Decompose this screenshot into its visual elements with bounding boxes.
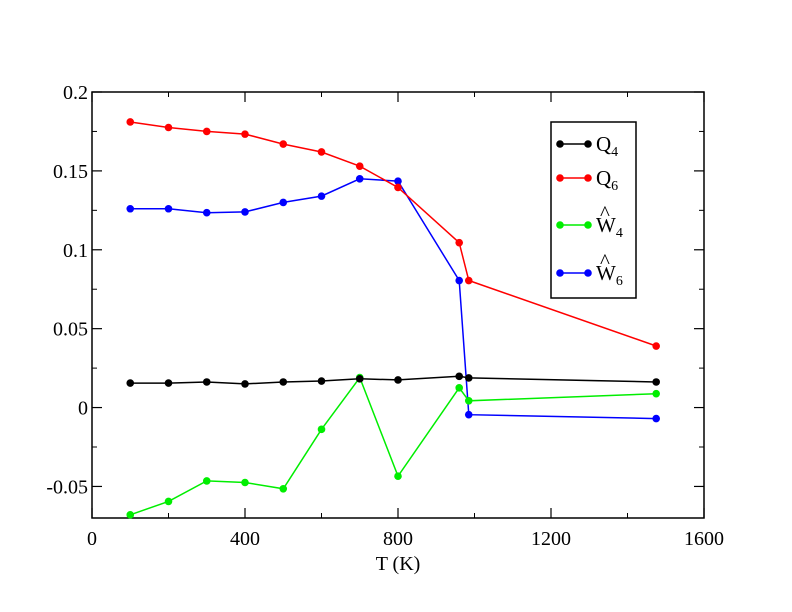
data-point-q6: [317, 148, 326, 156]
legend-swatch-marker: [584, 140, 592, 148]
data-point-w6: [126, 204, 135, 213]
series-line-w4: [130, 376, 657, 516]
legend-hat: ^: [600, 201, 610, 225]
series-w6: [126, 174, 660, 423]
legend-swatch-marker: [584, 269, 592, 277]
data-point-q6: [241, 130, 249, 138]
legend-swatch-marker: [556, 140, 564, 148]
data-point-w4: [455, 384, 464, 392]
data-point-w4: [279, 485, 288, 493]
data-point-w6: [394, 177, 402, 185]
x-tick-label: 1200: [531, 528, 571, 550]
legend-label-subscript: 6: [611, 179, 618, 194]
data-point-w4: [464, 396, 473, 405]
data-point-q4: [317, 377, 326, 385]
legend-label-subscript: 4: [616, 226, 623, 241]
x-tick-label: 1600: [684, 528, 724, 550]
data-point-q6: [126, 118, 135, 126]
series-w4: [126, 373, 660, 519]
data-point-q6: [355, 162, 364, 170]
y-tick-label: 0: [78, 398, 88, 420]
data-point-q4: [464, 374, 473, 382]
legend-swatch-marker: [556, 174, 564, 182]
x-tick-label: 800: [383, 528, 413, 550]
data-point-w6: [455, 276, 464, 285]
data-point-q4: [164, 379, 173, 387]
data-point-w4: [241, 478, 249, 487]
data-point-w6: [279, 198, 288, 207]
data-point-q4: [455, 372, 464, 381]
data-point-w6: [652, 414, 660, 423]
data-point-q4: [652, 378, 660, 386]
data-point-w6: [317, 192, 326, 200]
data-point-w4: [317, 425, 326, 434]
data-point-q6: [279, 140, 288, 148]
data-point-q6: [652, 342, 660, 350]
data-point-q4: [355, 375, 364, 383]
y-tick-label: -0.05: [46, 476, 88, 498]
data-point-w4: [164, 497, 173, 506]
data-point-w4: [202, 477, 211, 485]
data-point-q4: [126, 379, 135, 387]
legend-swatch-marker: [556, 269, 564, 277]
data-point-q4: [241, 380, 249, 388]
data-point-q4: [279, 378, 288, 386]
x-tick-label: 0: [87, 528, 97, 550]
data-point-q6: [464, 276, 473, 285]
data-point-q4: [394, 376, 402, 384]
data-point-q6: [455, 238, 464, 247]
series-layer: [126, 118, 660, 519]
y-tick-label: 0.2: [63, 82, 88, 104]
x-tick-label: 400: [230, 528, 260, 550]
data-point-w6: [202, 208, 211, 217]
y-tick-label: 0.05: [53, 319, 88, 341]
legend-label-subscript: 4: [611, 145, 618, 160]
data-point-q6: [394, 183, 402, 192]
legend-swatch-marker: [556, 221, 564, 229]
data-point-w4: [126, 511, 135, 519]
series-q6: [126, 118, 660, 350]
legend-hat: ^: [600, 249, 610, 273]
legend-box: [550, 121, 637, 299]
data-point-q6: [164, 123, 173, 132]
x-axis-title: T (K): [376, 553, 421, 575]
y-tick-label: 0.15: [53, 161, 88, 183]
legend-swatch-marker: [584, 221, 592, 229]
legend-label-subscript: 6: [616, 274, 623, 289]
legend-swatch-marker: [584, 174, 592, 182]
data-point-q6: [202, 127, 211, 136]
y-tick-label: 0.1: [63, 240, 88, 262]
data-point-q4: [202, 378, 211, 386]
axis-ticks: 0 400 800 1200 1600 -0.05 0 0.05 0.1 0.15 0.2: [46, 82, 724, 550]
series-q4: [126, 372, 660, 388]
data-point-w4: [394, 472, 402, 480]
data-point-w6: [464, 410, 473, 419]
data-point-w4: [652, 389, 660, 398]
data-point-w6: [355, 174, 364, 183]
data-point-w6: [241, 208, 249, 216]
data-point-w6: [164, 204, 173, 213]
